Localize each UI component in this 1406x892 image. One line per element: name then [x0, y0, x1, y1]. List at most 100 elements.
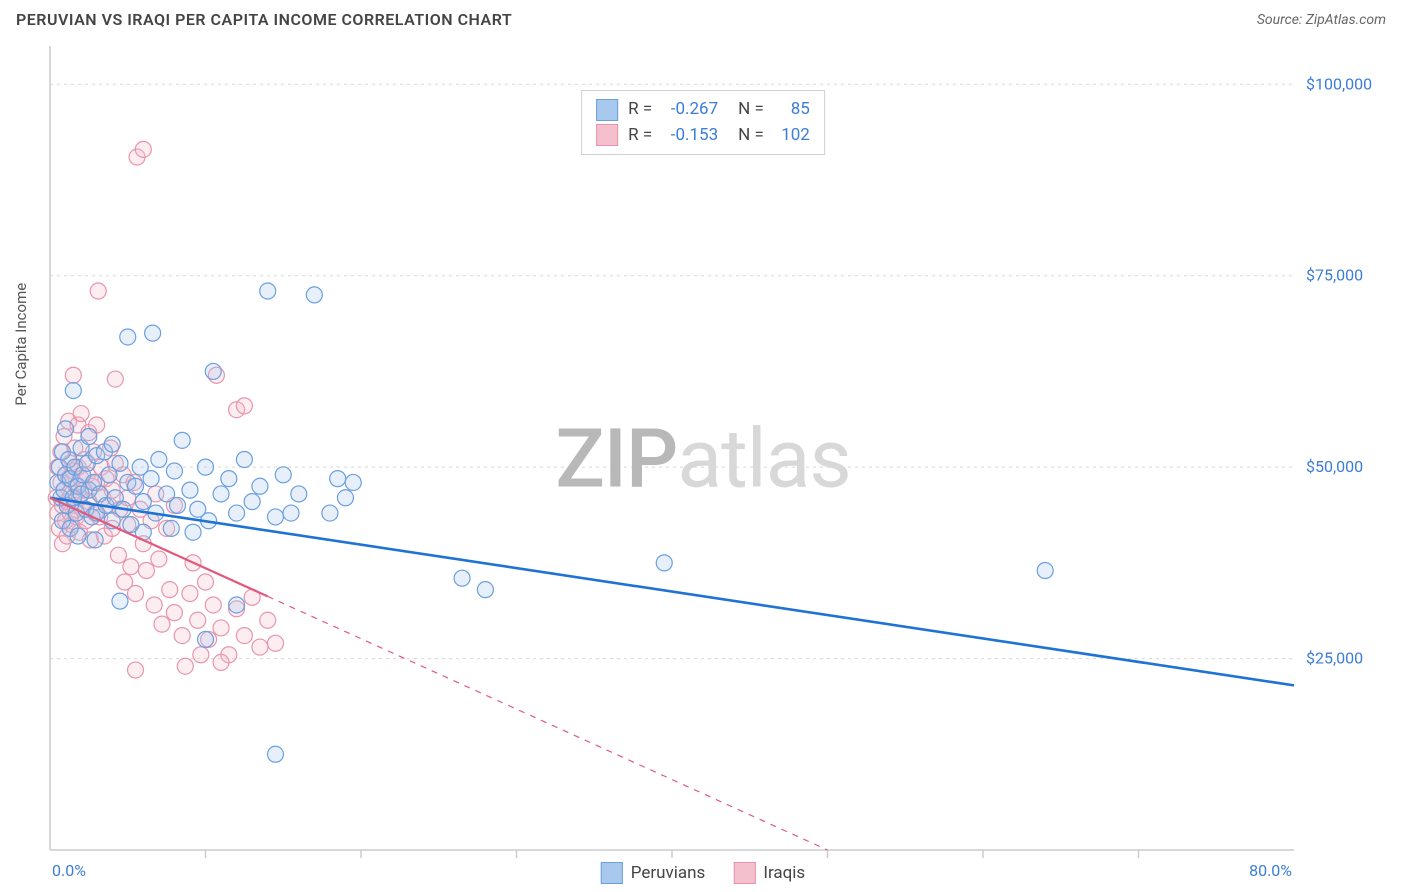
- legend-swatch: [596, 99, 618, 121]
- data-point: [174, 432, 190, 448]
- n-label: N =: [738, 97, 764, 123]
- data-point: [170, 497, 186, 513]
- data-point: [70, 528, 86, 544]
- data-point: [260, 283, 276, 299]
- data-point: [182, 585, 198, 601]
- data-point: [58, 421, 74, 437]
- legend-item: Peruvians: [601, 862, 706, 884]
- data-point: [275, 467, 291, 483]
- data-point: [213, 486, 229, 502]
- data-point: [87, 532, 103, 548]
- data-point: [221, 471, 237, 487]
- data-point: [267, 746, 283, 762]
- data-point: [163, 520, 179, 536]
- data-point: [260, 612, 276, 628]
- data-point: [229, 505, 245, 521]
- data-point: [104, 436, 120, 452]
- data-point: [112, 593, 128, 609]
- data-point: [477, 582, 493, 598]
- svg-text:$100,000: $100,000: [1306, 74, 1372, 93]
- data-point: [154, 616, 170, 632]
- data-point: [330, 471, 346, 487]
- svg-text:$75,000: $75,000: [1306, 266, 1363, 285]
- data-point: [185, 524, 201, 540]
- svg-text:0.0%: 0.0%: [52, 861, 86, 880]
- data-point: [198, 574, 214, 590]
- legend-swatch: [601, 862, 623, 884]
- legend-label: Iraqis: [763, 863, 805, 883]
- data-point: [244, 494, 260, 510]
- n-label: N =: [738, 123, 764, 149]
- data-point: [128, 478, 144, 494]
- legend-item: Iraqis: [733, 862, 805, 884]
- data-point: [252, 478, 268, 494]
- r-label: R =: [628, 97, 652, 123]
- data-point: [73, 406, 89, 422]
- legend-label: Peruvians: [631, 863, 706, 883]
- r-value: -0.153: [662, 123, 718, 149]
- data-point: [190, 612, 206, 628]
- data-point: [65, 367, 81, 383]
- data-point: [193, 647, 209, 663]
- data-point: [306, 287, 322, 303]
- data-point: [65, 383, 81, 399]
- data-point: [198, 459, 214, 475]
- r-value: -0.267: [662, 97, 718, 123]
- chart-container: Per Capita Income ZIPatlas $25,000$50,00…: [16, 42, 1390, 892]
- data-point: [123, 559, 139, 575]
- data-point: [162, 582, 178, 598]
- data-point: [291, 486, 307, 502]
- data-point: [236, 451, 252, 467]
- n-value: 102: [774, 123, 810, 149]
- data-point: [198, 631, 214, 647]
- data-point: [252, 639, 268, 655]
- data-point: [146, 597, 162, 613]
- data-point: [110, 547, 126, 563]
- data-point: [213, 654, 229, 670]
- data-point: [174, 628, 190, 644]
- data-point: [166, 463, 182, 479]
- data-point: [229, 597, 245, 613]
- n-value: 85: [774, 97, 810, 123]
- data-point: [213, 620, 229, 636]
- data-point: [143, 471, 159, 487]
- series-legend: Peruvians Iraqis: [601, 862, 805, 884]
- data-point: [177, 658, 193, 674]
- svg-text:80.0%: 80.0%: [1249, 861, 1292, 880]
- correlation-row: R = -0.153 N = 102: [596, 123, 810, 149]
- data-point: [81, 429, 97, 445]
- data-point: [145, 325, 161, 341]
- data-point: [128, 585, 144, 601]
- data-point: [236, 628, 252, 644]
- data-point: [656, 555, 672, 571]
- data-point: [205, 597, 221, 613]
- data-point: [322, 505, 338, 521]
- r-label: R =: [628, 123, 652, 149]
- data-point: [151, 451, 167, 467]
- data-point: [107, 371, 123, 387]
- data-point: [283, 505, 299, 521]
- data-point: [135, 494, 151, 510]
- data-point: [337, 490, 353, 506]
- data-point: [120, 329, 136, 345]
- data-point: [135, 141, 151, 157]
- chart-title: PERUVIAN VS IRAQI PER CAPITA INCOME CORR…: [16, 10, 512, 29]
- data-point: [454, 570, 470, 586]
- data-point: [151, 551, 167, 567]
- data-point: [112, 455, 128, 471]
- y-axis-label: Per Capita Income: [12, 283, 30, 406]
- data-point: [267, 509, 283, 525]
- data-point: [166, 605, 182, 621]
- svg-text:$50,000: $50,000: [1306, 457, 1363, 476]
- svg-text:$25,000: $25,000: [1306, 649, 1363, 668]
- data-point: [128, 662, 144, 678]
- scatter-chart: $25,000 $50,000 $75,000 $100,000 0.0% 80.0%: [16, 42, 1390, 892]
- data-point: [345, 474, 361, 490]
- trend-line-extrapolated: [268, 596, 828, 850]
- correlation-legend: R = -0.267 N = 85 R = -0.153 N = 102: [581, 90, 825, 155]
- legend-swatch: [596, 124, 618, 146]
- data-point: [267, 635, 283, 651]
- source-label: Source: ZipAtlas.com: [1257, 12, 1386, 28]
- data-point: [90, 283, 106, 299]
- data-point: [182, 482, 198, 498]
